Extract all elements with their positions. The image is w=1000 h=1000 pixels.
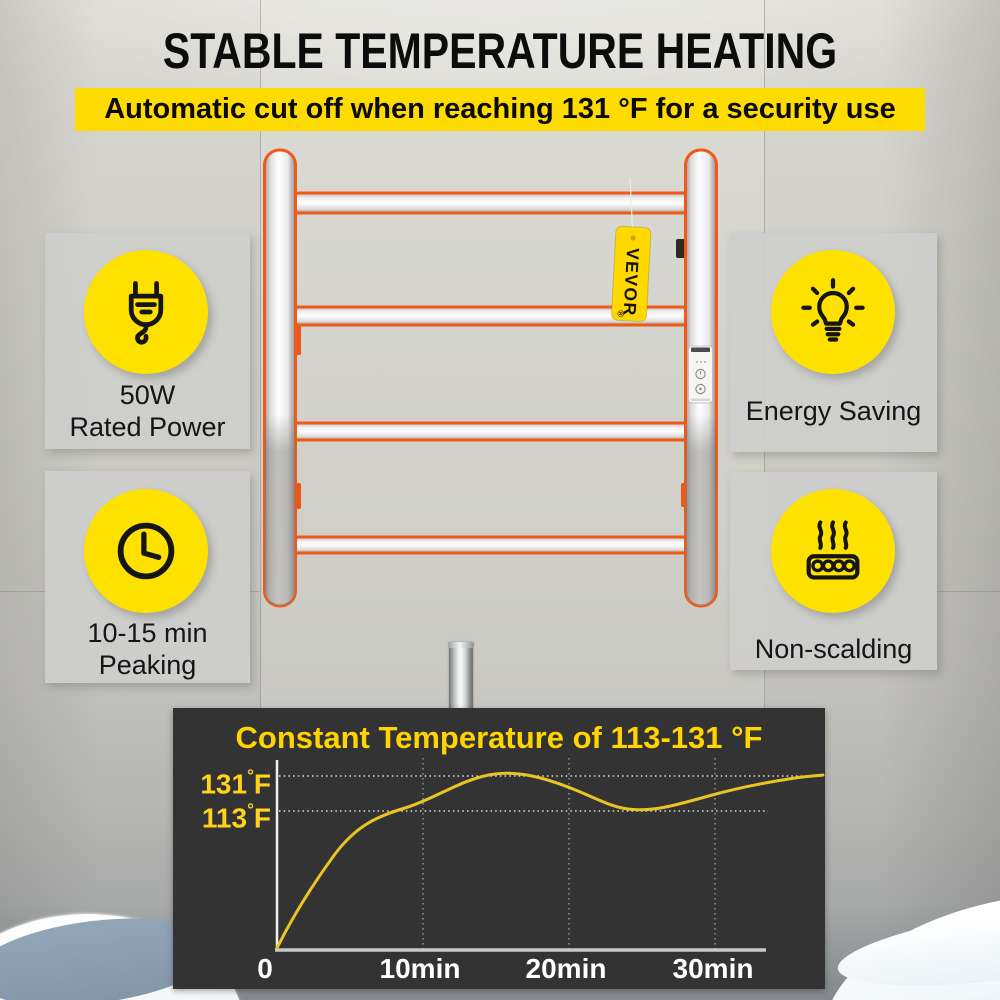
feature-line: 50W	[119, 380, 176, 410]
x-axis-label-20min: 20min	[525, 953, 607, 984]
faucet-cap	[448, 642, 474, 648]
temperature-curve	[275, 771, 825, 950]
temperature-chart-panel: Constant Temperature of 113-131 °F 131°F…	[173, 708, 825, 989]
feature-card-non-scalding: Non-scalding	[730, 472, 937, 670]
y-axis-label-131: 131°F	[200, 766, 271, 800]
temperature-line-chart	[275, 758, 825, 952]
safety-banner: Automatic cut off when reaching 131 °F f…	[75, 88, 925, 131]
feature-line: Energy Saving	[745, 396, 922, 426]
heating-element-icon	[771, 489, 895, 613]
x-axis-label-10min: 10min	[379, 953, 461, 984]
feature-line: 10-15 min	[87, 618, 208, 648]
chart-title: Constant Temperature of 113-131 °F	[235, 720, 763, 755]
clock-icon	[84, 489, 208, 613]
x-axis-label-0: 0	[257, 953, 273, 984]
y-axis-label-113: 113°F	[201, 800, 271, 834]
feature-card-peaking-time: 10-15 min Peaking	[45, 471, 250, 683]
feature-line: Peaking	[98, 650, 197, 680]
feature-line: Rated Power	[69, 412, 226, 442]
power-plug-icon	[84, 250, 208, 374]
feature-card-rated-power: 50W Rated Power	[45, 233, 250, 449]
light-bulb-icon	[771, 250, 895, 374]
feature-line: Non-scalding	[754, 634, 913, 664]
feature-card-energy-saving: Energy Saving	[730, 233, 937, 452]
faucet	[448, 642, 474, 712]
x-axis-label-30min: 30min	[672, 953, 754, 984]
page-title: STABLE TEMPERATURE HEATING	[162, 23, 838, 79]
